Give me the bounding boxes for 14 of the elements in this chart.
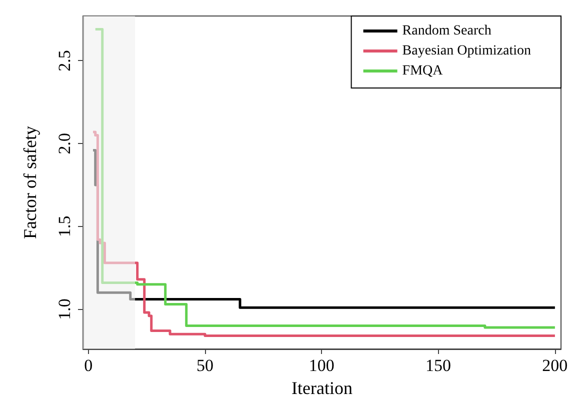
y-tick-label: 2.5: [55, 50, 74, 72]
legend-label: FMQA: [402, 64, 444, 78]
y-tick-label: 1.0: [55, 298, 74, 320]
x-tick-label: 50: [196, 356, 214, 375]
x-tick-label: 100: [308, 356, 334, 375]
y-tick-label: 2.0: [55, 132, 74, 154]
legend-label: Random Search: [402, 24, 492, 38]
x-axis-title: Iteration: [292, 378, 352, 398]
y-tick-label: 1.5: [55, 216, 74, 238]
x-tick-label: 150: [426, 356, 452, 375]
x-tick-label: 200: [542, 356, 568, 375]
x-tick-label: 0: [84, 356, 93, 375]
legend-label: Bayesian Optimization: [402, 44, 532, 58]
y-axis-title: Factor of safety: [20, 126, 40, 239]
